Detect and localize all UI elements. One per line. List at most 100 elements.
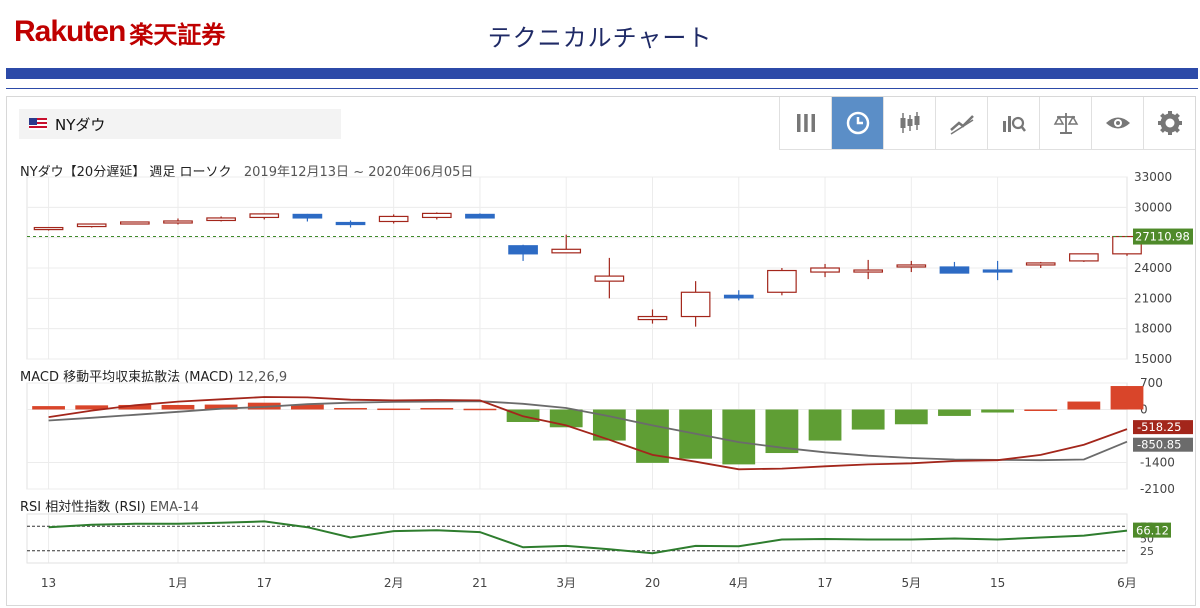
price-header: NYダウ【20分遅延】 週足 ローソク 2019年12月13日 ~ 2020年0… — [20, 161, 473, 180]
brand-jp: 楽天証券 — [129, 20, 226, 49]
candle-body — [680, 291, 711, 318]
x-axis-tick-label: 2月 — [384, 576, 404, 590]
x-axis-tick-label: 17 — [257, 576, 272, 590]
price-axis-tick-label: 33000 — [1134, 170, 1172, 184]
rakuten-logo: Rakuten 楽天証券 — [14, 15, 226, 49]
candle-body — [896, 264, 927, 268]
candle-body — [120, 221, 150, 225]
macd-last-label: -518.25 — [1137, 420, 1181, 434]
candle-body — [76, 223, 107, 228]
x-axis-tick-label: 21 — [472, 576, 487, 590]
price-header-range: 2019年12月13日 ~ 2020年06月05日 — [243, 165, 474, 180]
gear-icon[interactable] — [1143, 97, 1195, 149]
x-axis-tick-label: 13 — [41, 576, 56, 590]
macd-histogram-bar — [291, 404, 324, 410]
clock-icon[interactable] — [831, 97, 883, 149]
candle-body — [1069, 253, 1099, 262]
rsi-header-title: RSI 相対性指数 (RSI) — [20, 500, 146, 515]
price-axis-tick-label: 15000 — [1134, 352, 1172, 366]
candle-body — [1025, 262, 1056, 266]
x-axis-tick-label: 1月 — [168, 576, 188, 590]
candle-body — [723, 294, 754, 299]
last-price-badge — [1133, 228, 1193, 245]
candle-body — [465, 213, 495, 219]
macd-line — [48, 396, 1128, 471]
candle-body — [163, 220, 193, 224]
candle-body — [810, 267, 840, 273]
x-axis-tick-label: 20 — [645, 576, 660, 590]
x-axis-tick-label: 6月 — [1117, 576, 1137, 590]
chart-toolbar — [779, 97, 1195, 150]
eye-icon[interactable] — [1091, 97, 1143, 149]
macd-histogram-bar — [808, 409, 842, 441]
macd-axis-tick-label: -2100 — [1140, 482, 1175, 496]
macd-histogram-bar — [894, 409, 928, 425]
macd-signal-line — [48, 400, 1128, 462]
header-band — [6, 68, 1198, 79]
candle-body — [292, 213, 323, 219]
macd-histogram-bar — [118, 404, 152, 410]
macd-header: MACD 移動平均収束拡散法 (MACD) 12,26,9 — [20, 366, 287, 385]
macd-histogram-bar — [377, 408, 411, 411]
us-flag-icon — [29, 118, 47, 130]
trend-icon[interactable] — [935, 97, 987, 149]
candle-body — [249, 213, 280, 219]
x-axis-tick-label: 17 — [817, 576, 832, 590]
macd-axis-tick-label: 700 — [1140, 376, 1163, 390]
macd-histogram-bar — [161, 404, 195, 410]
rsi-header-params: EMA-14 — [149, 500, 200, 515]
candle-body — [335, 221, 366, 226]
macd-histogram-bar — [1024, 409, 1058, 411]
macd-histogram-bar — [1110, 386, 1144, 410]
signal-last-badge — [1133, 437, 1193, 452]
price-axis-tick-label: 18000 — [1134, 322, 1172, 336]
macd-histogram-bar — [75, 405, 109, 410]
macd-histogram-bar — [851, 409, 885, 430]
price-axis-tick-label: 30000 — [1134, 200, 1172, 214]
rsi-axis-tick-label: 25 — [1140, 545, 1154, 558]
candle-body — [637, 315, 668, 321]
candle-body — [206, 217, 236, 222]
price-axis-tick-label: 21000 — [1134, 291, 1172, 305]
candle-body — [378, 215, 409, 223]
candle-body — [594, 275, 625, 282]
candle-body — [982, 269, 1013, 273]
candle-body — [33, 226, 64, 231]
chart-panel: NYダウ NYダウ【20分遅延】 週足 ローソク 2019年12月13日 ~ 2 — [6, 96, 1196, 606]
rsi-last-label: 66.12 — [1136, 524, 1169, 538]
candle-body — [508, 245, 538, 255]
pane-border — [26, 513, 1128, 564]
candle-body — [551, 248, 582, 254]
page-title: テクニカルチャート — [487, 24, 713, 52]
symbol-selector[interactable]: NYダウ — [19, 109, 341, 139]
candle-body — [939, 266, 970, 274]
price-header-title: NYダウ【20分遅延】 週足 ローソク — [20, 165, 232, 180]
x-axis-tick-label: 4月 — [729, 576, 749, 590]
balance-icon[interactable] — [1039, 97, 1091, 149]
candle-body — [853, 269, 884, 273]
bars-icon[interactable] — [779, 97, 831, 149]
price-axis-tick-label: 24000 — [1134, 261, 1172, 275]
macd-histogram-bar — [32, 406, 65, 410]
candle-body — [421, 212, 452, 219]
macd-header-params: 12,26,9 — [237, 370, 288, 385]
macd-histogram-bar — [463, 408, 497, 411]
macd-histogram-bar — [722, 409, 756, 465]
x-axis-tick-label: 3月 — [556, 576, 576, 590]
macd-histogram-bar — [1067, 401, 1101, 410]
search-chart-icon[interactable] — [987, 97, 1039, 149]
rsi-line — [48, 520, 1128, 555]
macd-histogram-bar — [334, 407, 367, 410]
x-axis-tick-label: 15 — [990, 576, 1005, 590]
chart-svg: 3300030000270002400021000180001500027110… — [26, 170, 1193, 590]
pane-border — [26, 382, 1128, 490]
macd-histogram-bar — [420, 407, 454, 410]
signal-last-label: -850.85 — [1137, 438, 1181, 452]
macd-histogram-bar — [204, 404, 238, 410]
macd-histogram-bar — [938, 409, 971, 416]
macd-histogram-bar — [981, 409, 1014, 413]
macd-last-badge — [1133, 420, 1193, 435]
last-price-label: 27110.98 — [1135, 230, 1190, 244]
candle-body — [767, 269, 797, 293]
candlestick-icon[interactable] — [883, 97, 935, 149]
